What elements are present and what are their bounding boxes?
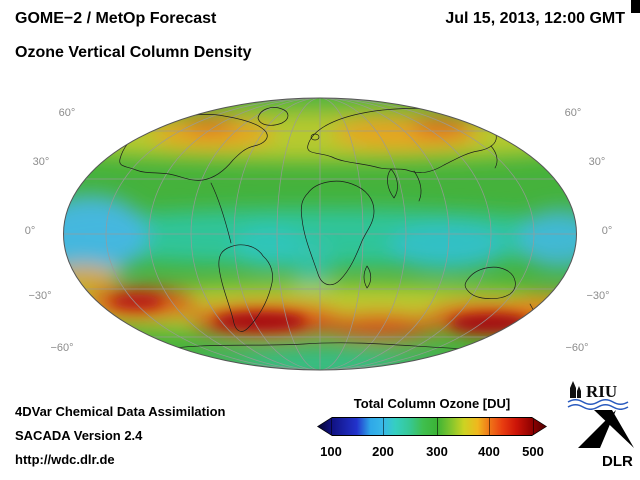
dlr-logo-svg: DLR: [578, 410, 634, 470]
lat-label-left-m30: −30°: [28, 290, 52, 302]
lat-label-right-30: 30°: [588, 156, 606, 168]
corner-marker: [631, 0, 640, 13]
riu-logo: RIU: [566, 376, 636, 411]
website-url: http://wdc.dlr.de: [15, 452, 115, 467]
riu-logo-text: RIU: [586, 382, 617, 401]
colorbar-tick-500: [533, 418, 534, 435]
lat-label-left-30: 30°: [32, 156, 50, 168]
colorbar-label-100: 100: [320, 444, 342, 459]
lat-label-right-m30: −30°: [586, 290, 610, 302]
riu-logo-svg: RIU: [567, 381, 629, 411]
colorbar: [317, 417, 547, 436]
colorbar-tick-400: [489, 418, 490, 435]
colorbar-label-300: 300: [426, 444, 448, 459]
coastlines: [119, 107, 542, 352]
lat-label-left-m60: −60°: [50, 342, 74, 354]
lat-label-left-60: 60°: [58, 107, 76, 119]
colorbar-gradient: [318, 418, 546, 435]
world-map-svg: [63, 97, 577, 371]
dlr-emblem-icon: [578, 410, 634, 448]
lat-label-right-60: 60°: [564, 107, 582, 119]
version-label: SACADA Version 2.4: [15, 428, 143, 443]
lat-label-right-0: 0°: [601, 225, 613, 237]
page-title: GOME−2 / MetOp Forecast: [15, 10, 217, 27]
lat-label-left-0: 0°: [24, 225, 36, 237]
colorbar-tick-300: [437, 418, 438, 435]
lat-label-right-m60: −60°: [565, 342, 589, 354]
colorbar-label-500: 500: [522, 444, 544, 459]
forecast-datetime: Jul 15, 2013, 12:00 GMT: [445, 10, 625, 27]
colorbar-label-200: 200: [372, 444, 394, 459]
dlr-logo: DLR: [576, 408, 638, 470]
cathedral-icon: [570, 381, 581, 398]
wave-lines-icon: [567, 398, 629, 411]
assimilation-label: 4DVar Chemical Data Assimilation: [15, 404, 226, 419]
ozone-map: [62, 97, 578, 371]
colorbar-label-400: 400: [478, 444, 500, 459]
ozone-field-maxima: [111, 295, 530, 332]
map-boundary: [63, 97, 577, 371]
colorbar-tick-100: [331, 418, 332, 435]
dlr-logo-text: DLR: [602, 453, 633, 470]
colorbar-title: Total Column Ozone [DU]: [353, 396, 511, 411]
colorbar-tick-200: [383, 418, 384, 435]
page-subtitle: Ozone Vertical Column Density: [15, 44, 252, 61]
